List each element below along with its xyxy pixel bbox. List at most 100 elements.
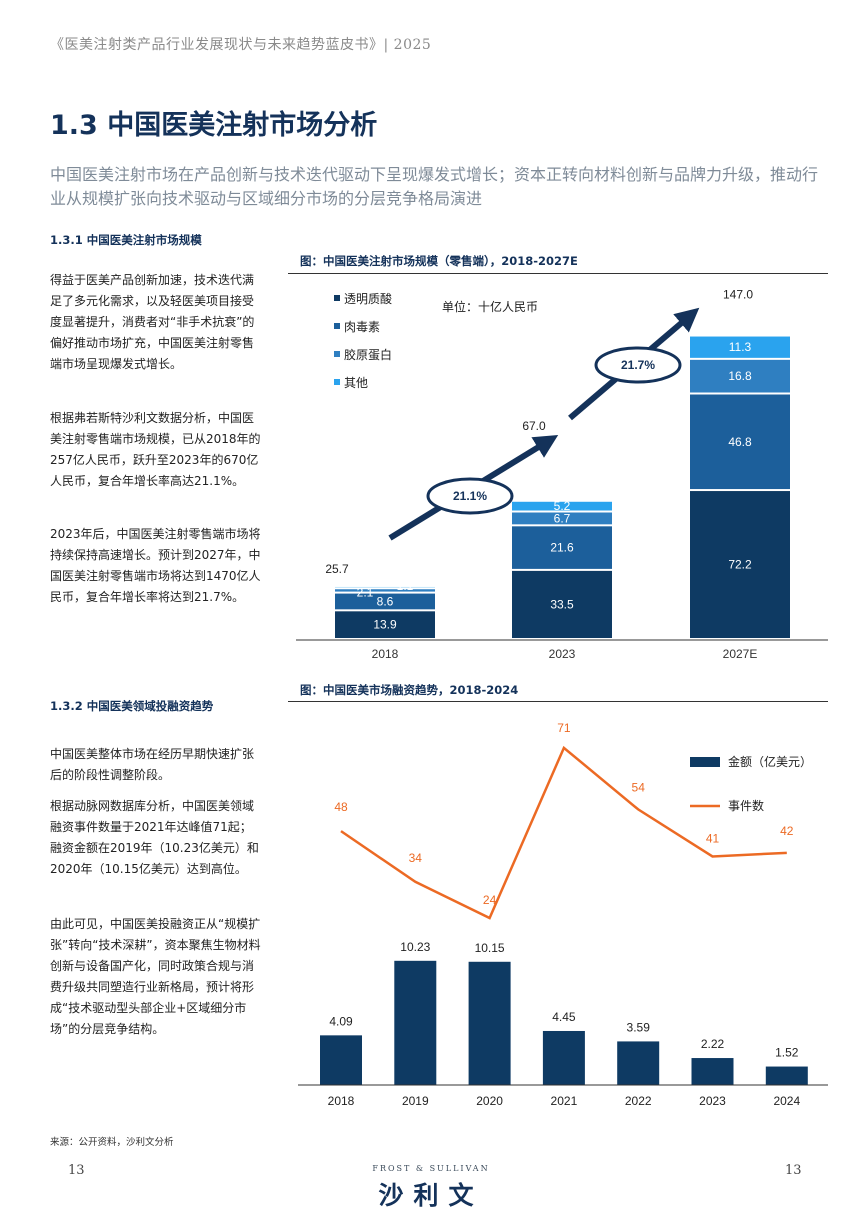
document-header: 《医美注射类产品行业发展现状与未来趋势蓝皮书》| 2025 <box>50 37 432 53</box>
section-title: 1.3 中国医美注射市场分析 <box>50 110 378 141</box>
paragraph: 中国医美整体市场在经历早期快速扩张后的阶段性调整阶段。 <box>50 747 255 782</box>
legend-label: 其他 <box>344 376 368 390</box>
data-label: 16.8 <box>728 369 752 383</box>
data-label: 46.8 <box>728 435 752 449</box>
line-data-label: 71 <box>557 721 571 735</box>
data-label: 2.1 <box>357 585 374 599</box>
line-data-label: 48 <box>334 800 348 814</box>
data-label: 72.2 <box>728 558 752 572</box>
bar-data-label: 4.45 <box>552 1010 576 1024</box>
legend-swatch <box>334 379 340 385</box>
bar <box>765 1066 808 1085</box>
data-label: 8.6 <box>377 594 394 608</box>
data-label: 13.9 <box>373 618 397 632</box>
legend-label: 透明质酸 <box>344 291 392 306</box>
paragraph: 2023年后，中国医美注射零售端市场将持续保持高速增长。预计到2027年，中国医… <box>50 527 261 604</box>
chart-title-market-size: 图：中国医美注射市场规模（零售端），2018-2027E <box>300 254 578 268</box>
bar <box>394 960 437 1085</box>
x-tick-label: 2020 <box>476 1094 503 1108</box>
x-tick-labels: 2018 2023 2027E <box>372 647 758 661</box>
bar <box>320 1035 362 1085</box>
chart-title-financing: 图：中国医美市场融资趋势，2018-2024 <box>300 683 519 697</box>
total-label: 25.7 <box>325 562 349 576</box>
lead-paragraph: 中国医美注射市场在产品创新与技术迭代驱动下呈现爆发式增长；资本正转向材料创新与品… <box>50 165 819 208</box>
cagr-label: 21.7% <box>621 358 655 372</box>
line-path <box>340 745 787 920</box>
line-data-label: 42 <box>780 824 794 838</box>
paragraph: 得益于医美产品创新加速，技术迭代满足了多元化需求，以及轻医美项目接受度显著提升，… <box>50 273 255 371</box>
data-label: 11.3 <box>729 340 752 354</box>
brand-logo: 沙利文 <box>378 1181 484 1210</box>
x-tick-label: 2027E <box>723 647 758 661</box>
stacked-bar-segment <box>335 593 435 610</box>
stacked-bar-segment <box>690 394 790 490</box>
stacked-bar-segment <box>335 611 435 638</box>
cagr-badge <box>426 477 514 515</box>
x-tick-label: 2019 <box>402 1094 429 1108</box>
cagr-arrows: 21.1% 21.7% <box>388 307 700 541</box>
source-note: 来源：公开资料，沙利文分析 <box>50 1137 174 1148</box>
x-tick-label: 2022 <box>625 1094 652 1108</box>
line-data-label: 41 <box>706 831 720 845</box>
stacked-bar-segment <box>335 589 435 592</box>
legend-label: 肉毒素 <box>344 320 380 334</box>
cagr-label: 21.1% <box>453 489 487 503</box>
paragraph: 根据弗若斯特沙利文数据分析，中国医美注射零售端市场规模，已从2018年的257亿… <box>50 411 261 488</box>
brand-name-en: FROST & SULLIVAN <box>372 1164 490 1173</box>
stacked-bar-segment <box>690 491 790 638</box>
paragraph: 根据动脉网数据库分析，中国医美领域融资事件数量于2021年达峰值71起；融资金额… <box>50 799 259 876</box>
data-label: 1.1 <box>397 579 414 593</box>
stacked-bar-segment <box>512 526 612 569</box>
bar-group: 13.9 8.62.1 1.1 25.7 33.5 21.6 6.75.2 67.0 72.2 4… <box>325 288 790 638</box>
x-tick-label: 2021 <box>551 1094 578 1108</box>
stacked-bar-segment <box>512 512 612 525</box>
stacked-bar-segment <box>512 501 612 511</box>
legend-swatch <box>334 323 340 329</box>
financing-chart: 金额（亿美元） 事件数 4.09 10.23 10.15 4.45 3.59 2.22 1.5… <box>298 721 828 1108</box>
chart-title-rule <box>288 701 828 702</box>
stacked-bar-segment <box>690 359 790 393</box>
chart-title-rule <box>288 273 828 274</box>
paragraph: 由此可见，中国医美投融资正从“规模扩张”转向“技术深耕”，资本聚焦生物材料创新与… <box>50 917 261 1036</box>
unit-label: 单位：十亿人民币 <box>442 299 538 314</box>
page-number-left: 13 <box>68 1163 85 1178</box>
x-tick-labels: 2018 2019 2020 2021 2022 2023 2024 <box>328 1094 801 1108</box>
bar-data-label: 10.23 <box>400 940 430 954</box>
x-tick-label: 2023 <box>699 1094 726 1108</box>
total-label: 147.0 <box>723 288 753 302</box>
stacked-bar-segment <box>512 570 612 638</box>
bar-group: 4.09 10.23 10.15 4.45 3.59 2.22 1.52 <box>320 940 808 1085</box>
line-data-label: 24 <box>483 893 497 907</box>
bar <box>542 1030 585 1085</box>
bar <box>617 1041 660 1085</box>
legend-label: 金额（亿美元） <box>728 754 812 769</box>
data-label: 5.2 <box>554 499 571 513</box>
stacked-bar-segment <box>690 336 790 358</box>
data-label: 21.6 <box>550 541 574 555</box>
data-label: 6.7 <box>554 511 571 525</box>
bar-data-label: 10.15 <box>475 941 505 955</box>
bar-data-label: 2.22 <box>701 1037 725 1051</box>
x-tick-label: 2018 <box>328 1094 355 1108</box>
line-data-label: 54 <box>632 780 646 794</box>
legend-swatch <box>334 351 340 357</box>
legend-swatch <box>334 295 340 301</box>
page-number-right: 13 <box>785 1163 802 1178</box>
bar-data-label: 1.52 <box>775 1046 799 1060</box>
bar <box>691 1058 734 1085</box>
legend: 金额（亿美元） 事件数 <box>690 754 812 813</box>
x-tick-label: 2024 <box>773 1094 800 1108</box>
subsection-heading-market-size: 1.3.1 中国医美注射市场规模 <box>50 233 202 247</box>
x-tick-label: 2018 <box>372 647 399 661</box>
subsection-heading-investment: 1.3.2 中国医美领域投融资趋势 <box>50 699 214 713</box>
legend-label: 事件数 <box>728 798 764 813</box>
bar <box>468 961 511 1085</box>
bar-data-label: 3.59 <box>627 1020 651 1034</box>
legend-swatch <box>690 757 720 767</box>
bar-data-label: 4.09 <box>329 1014 353 1028</box>
total-label: 67.0 <box>522 419 546 433</box>
x-tick-label: 2023 <box>549 647 576 661</box>
cagr-badge <box>594 346 682 384</box>
